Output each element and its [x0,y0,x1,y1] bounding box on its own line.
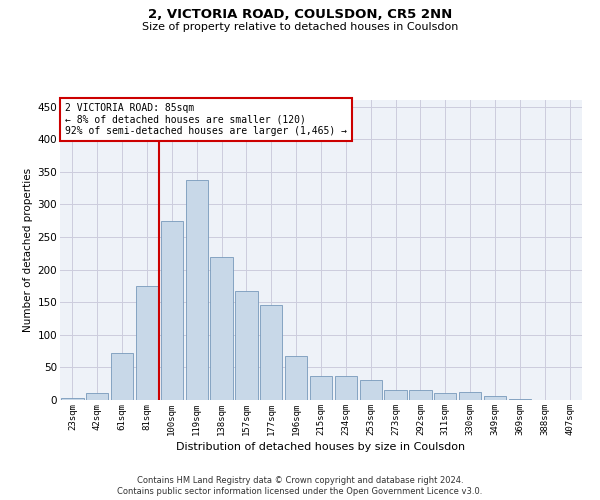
Bar [211,256,233,400]
Bar [260,306,283,400]
Bar [235,291,257,400]
Bar [459,392,481,400]
Bar [185,180,208,400]
Bar [359,380,382,400]
Text: Distribution of detached houses by size in Coulsdon: Distribution of detached houses by size … [176,442,466,452]
Bar [86,394,109,400]
Bar [161,220,183,400]
Bar [285,356,307,400]
Bar [111,353,133,400]
Text: Contains public sector information licensed under the Open Government Licence v3: Contains public sector information licen… [118,488,482,496]
Bar [335,376,357,400]
Text: 2, VICTORIA ROAD, COULSDON, CR5 2NN: 2, VICTORIA ROAD, COULSDON, CR5 2NN [148,8,452,20]
Text: Contains HM Land Registry data © Crown copyright and database right 2024.: Contains HM Land Registry data © Crown c… [137,476,463,485]
Text: 2 VICTORIA ROAD: 85sqm
← 8% of detached houses are smaller (120)
92% of semi-det: 2 VICTORIA ROAD: 85sqm ← 8% of detached … [65,103,347,136]
Bar [484,396,506,400]
Bar [310,376,332,400]
Bar [61,398,83,400]
Bar [409,390,431,400]
Bar [434,394,457,400]
Y-axis label: Number of detached properties: Number of detached properties [23,168,34,332]
Text: Size of property relative to detached houses in Coulsdon: Size of property relative to detached ho… [142,22,458,32]
Bar [136,286,158,400]
Bar [385,390,407,400]
